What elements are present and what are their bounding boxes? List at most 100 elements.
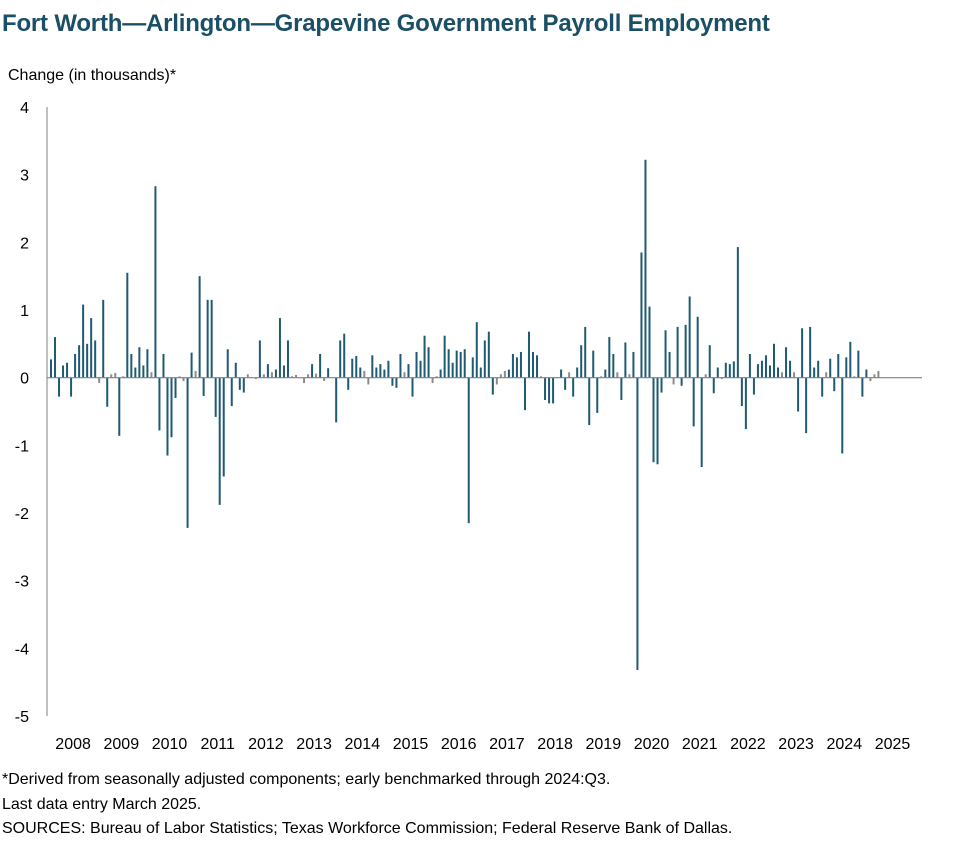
bar (636, 377, 639, 670)
x-tick-label: 2008 (55, 736, 91, 753)
bar (94, 340, 97, 378)
bar (415, 351, 418, 378)
bar (849, 341, 852, 378)
bar (319, 353, 322, 378)
bar (150, 372, 153, 378)
bar (837, 353, 840, 378)
x-tick-label: 2011 (200, 736, 235, 753)
y-axis-label: Change (in thousands)* (8, 67, 176, 84)
bar (98, 377, 101, 384)
bar (70, 377, 73, 397)
bar (278, 318, 281, 378)
x-tick-label: 2015 (393, 736, 429, 753)
bar (813, 367, 816, 378)
bar (728, 364, 731, 378)
bar (648, 306, 651, 378)
bar (777, 367, 780, 378)
y-tick-label: 1 (20, 303, 29, 320)
bar-chart: Change (in thousands)* 4 3 2 1 0 -1 -2 -3 -4 -5 2… (8, 67, 922, 753)
bar (443, 335, 446, 378)
bar (479, 367, 482, 378)
bar (580, 345, 583, 378)
bar (359, 367, 362, 378)
bar (584, 326, 587, 378)
y-tick-label: -2 (15, 506, 29, 523)
y-tick-label: 4 (20, 100, 29, 117)
bar (467, 377, 470, 524)
bar (270, 372, 273, 378)
bar (419, 360, 422, 378)
x-tick-label: 2012 (248, 736, 284, 753)
bar (238, 377, 241, 390)
x-tick-label: 2010 (152, 736, 188, 753)
bar (809, 326, 812, 378)
bar (262, 374, 265, 378)
bar (407, 364, 410, 378)
bar (560, 369, 563, 378)
bar (616, 372, 619, 378)
bar (431, 377, 434, 384)
bar (592, 350, 595, 378)
bar (355, 356, 358, 378)
bar (142, 365, 145, 378)
bar (829, 358, 832, 378)
bar (266, 364, 269, 378)
bar (576, 367, 579, 378)
bar (146, 349, 149, 378)
bar (391, 377, 394, 386)
bar (126, 272, 129, 378)
bar (86, 343, 89, 378)
x-tick-label: 2019 (586, 736, 622, 753)
bar (82, 304, 85, 378)
bar (672, 377, 675, 385)
bar (202, 377, 205, 396)
bar (154, 186, 157, 378)
bar (447, 349, 450, 378)
footnote-last-entry: Last data entry March 2025. (2, 795, 202, 813)
bar (114, 372, 117, 378)
bar (644, 159, 647, 378)
y-tick-label: -5 (15, 709, 29, 726)
bar (825, 372, 828, 378)
bar (206, 299, 209, 378)
bar (475, 322, 478, 378)
bar (696, 316, 699, 378)
bar (234, 362, 237, 378)
bar (499, 374, 502, 378)
bar (335, 377, 338, 423)
bar (395, 377, 398, 388)
bar (403, 372, 406, 378)
bar (495, 377, 498, 385)
bar (455, 350, 458, 378)
bar (797, 377, 800, 412)
chart-title: Fort Worth—Arlington—Grapevine Governmen… (2, 10, 770, 37)
bar (688, 296, 691, 378)
bar (764, 355, 767, 378)
bar (258, 340, 261, 378)
y-tick-label: 2 (20, 235, 29, 252)
bar (463, 349, 466, 378)
bar (604, 369, 607, 378)
bar (833, 377, 836, 392)
bar (704, 374, 707, 378)
bar (612, 353, 615, 378)
y-tick-label: 3 (20, 168, 29, 185)
x-tick-label: 2018 (537, 736, 573, 753)
bar (785, 347, 788, 378)
bar (282, 365, 285, 378)
bar (793, 372, 796, 378)
bar (572, 377, 575, 397)
bar (106, 377, 109, 407)
bar (367, 377, 370, 385)
bar (295, 374, 298, 378)
bar (744, 377, 747, 430)
bar-series (50, 159, 880, 670)
bar (194, 370, 197, 378)
bar (544, 377, 547, 400)
bar (845, 357, 848, 378)
bar (327, 368, 330, 378)
bar (600, 376, 603, 378)
bar (720, 377, 723, 380)
x-tick-label: 2017 (489, 736, 525, 753)
bar (548, 377, 551, 404)
